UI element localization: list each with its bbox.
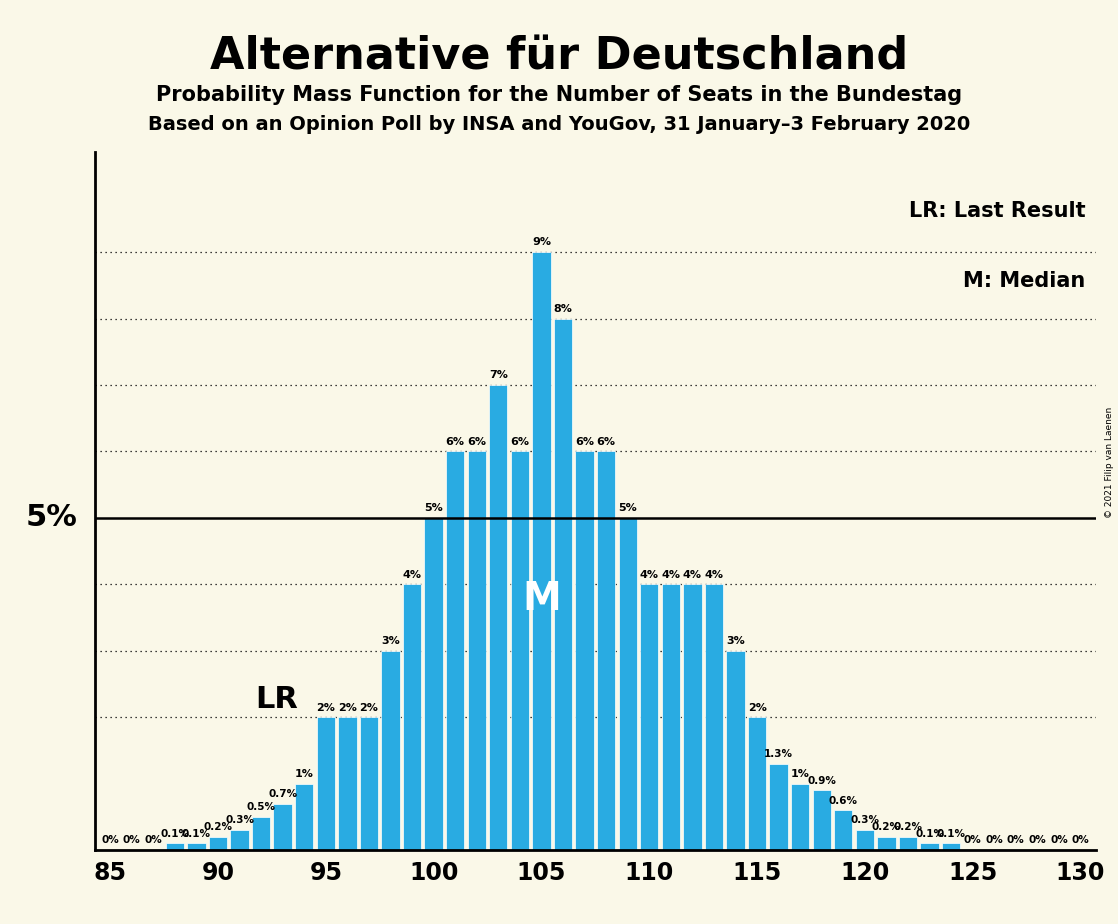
Text: 0%: 0% — [102, 835, 119, 845]
Text: M: M — [522, 580, 561, 618]
Bar — [553, 319, 572, 850]
Text: 0%: 0% — [144, 835, 162, 845]
Bar — [769, 764, 788, 850]
Text: 5%: 5% — [25, 504, 77, 532]
Bar — [165, 844, 184, 850]
Bar — [576, 452, 594, 850]
Bar — [942, 844, 960, 850]
Bar — [252, 817, 271, 850]
Text: 4%: 4% — [683, 570, 702, 579]
Bar — [446, 452, 464, 850]
Text: 5%: 5% — [618, 504, 637, 513]
Bar — [855, 830, 874, 850]
Bar — [662, 584, 680, 850]
Text: 0.6%: 0.6% — [828, 796, 858, 806]
Text: 0.3%: 0.3% — [225, 816, 254, 825]
Bar — [187, 844, 206, 850]
Bar — [618, 517, 637, 850]
Bar — [683, 584, 701, 850]
Bar — [338, 717, 357, 850]
Text: Based on an Opinion Poll by INSA and YouGov, 31 January–3 February 2020: Based on an Opinion Poll by INSA and You… — [148, 115, 970, 134]
Text: 0%: 0% — [1072, 835, 1089, 845]
Text: 0%: 0% — [1029, 835, 1046, 845]
Text: 1%: 1% — [790, 769, 809, 779]
Bar — [511, 452, 529, 850]
Text: 0.3%: 0.3% — [851, 816, 880, 825]
Text: 0.1%: 0.1% — [937, 829, 966, 839]
Bar — [532, 252, 550, 850]
Bar — [274, 804, 292, 850]
Text: 0%: 0% — [1050, 835, 1068, 845]
Text: 1.3%: 1.3% — [764, 749, 793, 759]
Text: 0.2%: 0.2% — [872, 822, 901, 833]
Bar — [834, 810, 853, 850]
Text: 2%: 2% — [338, 702, 357, 712]
Text: Alternative für Deutschland: Alternative für Deutschland — [210, 35, 908, 79]
Text: 5%: 5% — [424, 504, 443, 513]
Text: LR: LR — [255, 685, 297, 714]
Bar — [792, 784, 809, 850]
Text: 2%: 2% — [360, 702, 378, 712]
Bar — [467, 452, 486, 850]
Text: 3%: 3% — [381, 636, 400, 646]
Bar — [813, 790, 831, 850]
Bar — [209, 837, 227, 850]
Text: 0.1%: 0.1% — [916, 829, 944, 839]
Text: 0%: 0% — [985, 835, 1003, 845]
Text: 2%: 2% — [748, 702, 767, 712]
Text: 6%: 6% — [510, 437, 529, 447]
Text: 2%: 2% — [316, 702, 335, 712]
Text: 0%: 0% — [123, 835, 141, 845]
Text: Probability Mass Function for the Number of Seats in the Bundestag: Probability Mass Function for the Number… — [155, 85, 963, 105]
Text: 0%: 0% — [1007, 835, 1025, 845]
Text: 3%: 3% — [726, 636, 745, 646]
Text: LR: Last Result: LR: Last Result — [909, 201, 1086, 221]
Bar — [402, 584, 421, 850]
Text: 6%: 6% — [597, 437, 616, 447]
Bar — [727, 650, 745, 850]
Text: 6%: 6% — [575, 437, 594, 447]
Bar — [425, 517, 443, 850]
Text: 0.1%: 0.1% — [182, 829, 211, 839]
Text: 0.2%: 0.2% — [203, 822, 233, 833]
Text: M: Median: M: Median — [964, 271, 1086, 291]
Bar — [641, 584, 659, 850]
Bar — [381, 650, 399, 850]
Text: 4%: 4% — [402, 570, 421, 579]
Text: 0.1%: 0.1% — [160, 829, 189, 839]
Bar — [748, 717, 766, 850]
Text: 1%: 1% — [295, 769, 314, 779]
Text: 7%: 7% — [489, 371, 508, 381]
Text: © 2021 Filip van Laenen: © 2021 Filip van Laenen — [1105, 407, 1114, 517]
Bar — [490, 385, 508, 850]
Bar — [597, 452, 615, 850]
Text: 6%: 6% — [467, 437, 486, 447]
Bar — [230, 830, 248, 850]
Bar — [360, 717, 378, 850]
Text: 9%: 9% — [532, 237, 551, 248]
Bar — [899, 837, 917, 850]
Text: 0.9%: 0.9% — [807, 775, 836, 785]
Text: 4%: 4% — [704, 570, 723, 579]
Text: 0%: 0% — [964, 835, 982, 845]
Text: 4%: 4% — [662, 570, 681, 579]
Bar — [920, 844, 939, 850]
Text: 6%: 6% — [446, 437, 465, 447]
Text: 0.5%: 0.5% — [247, 802, 275, 812]
Text: 0.7%: 0.7% — [268, 789, 297, 799]
Text: 0.2%: 0.2% — [893, 822, 922, 833]
Bar — [704, 584, 723, 850]
Bar — [295, 784, 313, 850]
Bar — [316, 717, 335, 850]
Text: 4%: 4% — [639, 570, 659, 579]
Text: 8%: 8% — [553, 304, 572, 314]
Bar — [878, 837, 896, 850]
